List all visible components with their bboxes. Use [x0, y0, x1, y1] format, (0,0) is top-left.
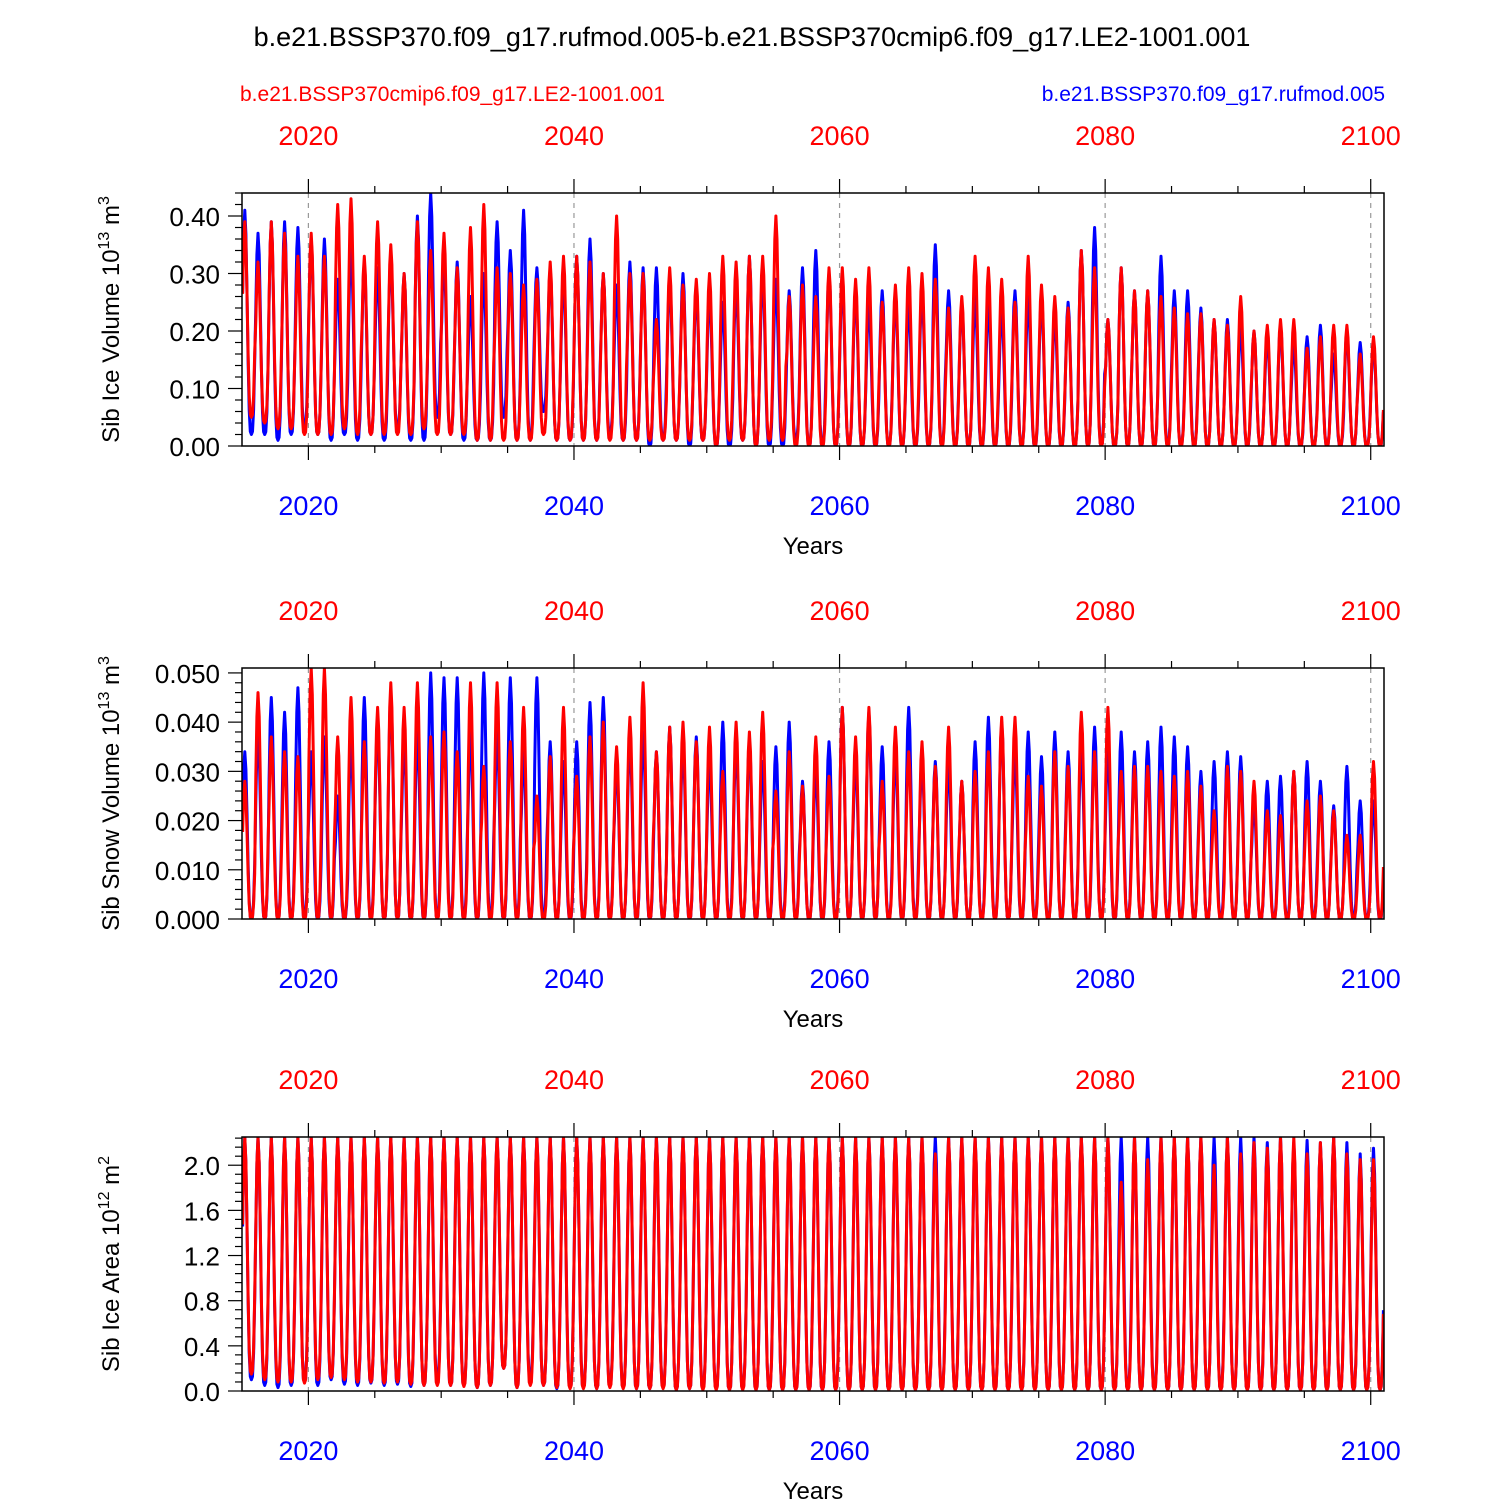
- figure-title: b.e21.BSSP370.f09_g17.rufmod.005-b.e21.B…: [254, 22, 1251, 52]
- y-tick-label: 2.0: [184, 1151, 220, 1181]
- y-axis-label-exp: 12: [96, 1191, 113, 1209]
- panel-snow-volume: 0.000 0.010 0.020 0.030 0.040 0.050 2020 2020 20…: [96, 596, 1401, 1033]
- x-tick-label-top: 2080: [1075, 596, 1135, 626]
- x-tick-label-bottom: 2060: [810, 1436, 870, 1466]
- x-tick-label-bottom: 2040: [544, 964, 604, 994]
- y-tick-label: 0.40: [169, 202, 220, 232]
- y-tick-label: 0.20: [169, 317, 220, 347]
- x-tick-label-bottom: 2080: [1075, 964, 1135, 994]
- y-tick-label: 0.0: [184, 1377, 220, 1407]
- x-tick-label-bottom: 2080: [1075, 1436, 1135, 1466]
- x-axis-label: Years: [783, 1478, 844, 1500]
- x-tick-label-top: 2100: [1341, 121, 1401, 151]
- x-tick-label-top: 2020: [278, 121, 338, 151]
- y-tick-label: 0.020: [155, 807, 220, 837]
- y-axis-label-unit-exp: 3: [96, 656, 113, 665]
- y-tick-label: 0.050: [155, 659, 220, 689]
- x-tick-label-top: 2080: [1075, 121, 1135, 151]
- y-axis-label-unit-exp: 3: [96, 196, 113, 205]
- x-tick-label-top: 2100: [1341, 596, 1401, 626]
- series-line-red: [242, 668, 1384, 919]
- x-tick-label-bottom: 2020: [278, 491, 338, 521]
- y-axis-label-main: Sib Snow Volume 10: [98, 709, 125, 930]
- y-tick-label: 0.8: [184, 1287, 220, 1317]
- x-tick-label-bottom: 2080: [1075, 491, 1135, 521]
- x-tick-label-top: 2020: [278, 1065, 338, 1095]
- y-axis-label-main: Sib Ice Volume 10: [98, 249, 125, 442]
- y-axis-label-unit: m: [98, 205, 125, 232]
- y-axis-label-unit: m: [98, 665, 125, 692]
- y-tick-label: 0.10: [169, 375, 220, 405]
- x-axis-label: Years: [783, 1006, 844, 1033]
- panel-ice-area: 0.0 0.4 0.8 1.2 1.6 2.0 2020 2020 2040 2040 2060 20…: [96, 1065, 1401, 1505]
- x-tick-label-bottom: 2100: [1341, 1436, 1401, 1466]
- y-axis-label: Sib Snow Volume 1013 m3: [96, 656, 125, 931]
- x-tick-label-bottom: 2060: [810, 491, 870, 521]
- x-tick-label-bottom: 2020: [278, 1436, 338, 1466]
- series-line-red: [242, 1137, 1384, 1391]
- x-tick-label-top: 2040: [544, 596, 604, 626]
- x-tick-label-top: 2080: [1075, 1065, 1135, 1095]
- y-tick-label: 0.010: [155, 856, 220, 886]
- x-tick-label-bottom: 2060: [810, 964, 870, 994]
- legend-label-red: b.e21.BSSP370cmip6.f09_g17.LE2-1001.001: [240, 83, 665, 106]
- y-tick-label: 0.30: [169, 260, 220, 290]
- x-tick-label-top: 2040: [544, 121, 604, 151]
- legend-label-blue: b.e21.BSSP370.f09_g17.rufmod.005: [1042, 83, 1385, 106]
- y-axis-label-main: Sib Ice Area 10: [98, 1209, 125, 1372]
- y-axis-label-unit: m: [98, 1165, 125, 1192]
- series-line-red: [242, 197, 1384, 446]
- x-axis-label: Years: [783, 533, 844, 560]
- x-tick-label-bottom: 2040: [544, 491, 604, 521]
- x-tick-label-bottom: 2040: [544, 1436, 604, 1466]
- y-axis-label-unit-exp: 2: [96, 1156, 113, 1165]
- x-tick-label-top: 2060: [810, 121, 870, 151]
- y-tick-label: 0.00: [169, 432, 220, 462]
- x-tick-label-bottom: 2100: [1341, 491, 1401, 521]
- y-tick-label: 1.6: [184, 1196, 220, 1226]
- x-tick-label-top: 2020: [278, 596, 338, 626]
- panel-ice-volume: 0.00 0.10 0.20 0.30 0.40 2020 2020 2040 2040 2060…: [96, 121, 1401, 560]
- x-tick-label-top: 2060: [810, 596, 870, 626]
- y-axis-label: Sib Ice Volume 1013 m3: [96, 196, 125, 443]
- x-tick-label-bottom: 2020: [278, 964, 338, 994]
- x-tick-label-bottom: 2100: [1341, 964, 1401, 994]
- x-tick-label-top: 2040: [544, 1065, 604, 1095]
- y-tick-label: 0.040: [155, 708, 220, 738]
- y-axis-label-exp: 13: [96, 692, 113, 710]
- y-axis-label-exp: 13: [96, 232, 113, 250]
- x-tick-label-top: 2060: [810, 1065, 870, 1095]
- y-tick-label: 0.030: [155, 757, 220, 787]
- y-axis-label: Sib Ice Area 1012 m2: [96, 1156, 125, 1372]
- plot-frame: [241, 667, 1385, 920]
- y-tick-label: 0.4: [184, 1332, 220, 1362]
- x-tick-label-top: 2100: [1341, 1065, 1401, 1095]
- y-tick-label: 0.000: [155, 905, 220, 935]
- y-tick-label: 1.2: [184, 1242, 220, 1272]
